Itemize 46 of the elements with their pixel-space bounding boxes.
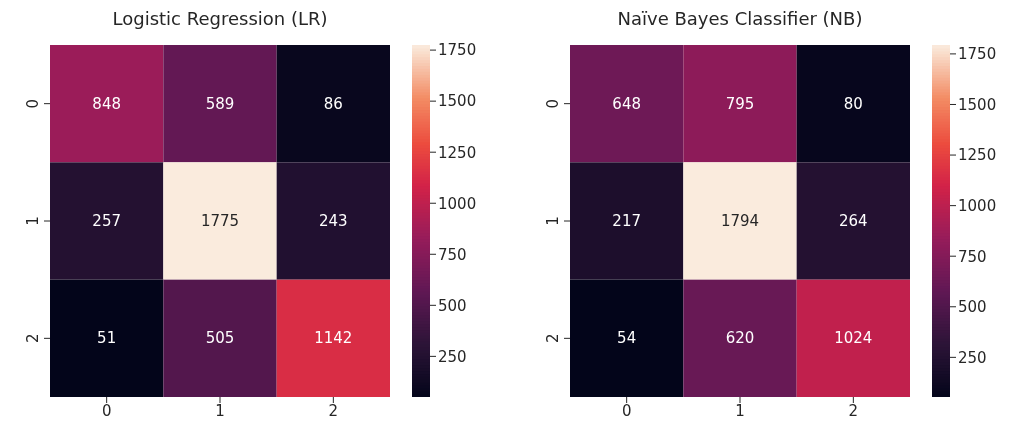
color-bar-label: 250 <box>438 347 467 366</box>
color-bar-label: 500 <box>438 296 467 315</box>
color-bar-label: 1500 <box>438 92 477 111</box>
y-tick-label: 0 <box>544 98 562 109</box>
data-label: 243 <box>319 212 348 230</box>
chart-title: Logistic Regression (LR) <box>111 8 329 29</box>
data-label: 54 <box>617 329 637 348</box>
data-label: 51 <box>97 329 117 348</box>
color-bar-label: 1000 <box>438 194 477 213</box>
data-label: 257 <box>92 212 121 230</box>
x-tick-label: 2 <box>848 401 859 420</box>
data-label: 1775 <box>200 212 240 230</box>
data-label: 620 <box>725 329 755 348</box>
color-bar-label: 1500 <box>958 95 997 114</box>
y-tick-label: 2 <box>544 333 562 344</box>
data-label: 1142 <box>314 329 353 348</box>
data-label: 1794 <box>720 212 760 230</box>
data-label: 795 <box>725 94 755 113</box>
y-tick-label: 2 <box>24 333 42 344</box>
data-label: 217 <box>612 212 641 230</box>
y-tick-label: 1 <box>544 216 562 226</box>
x-tick-label: 1 <box>735 401 745 420</box>
y-tick-label: 1 <box>24 216 42 226</box>
x-tick-label: 0 <box>621 401 632 420</box>
x-tick-label: 2 <box>328 401 339 420</box>
data-label: 264 <box>839 212 868 230</box>
data-label: 589 <box>205 94 235 113</box>
data-label: 86 <box>323 94 343 113</box>
data-label: 1024 <box>834 329 873 348</box>
color-bar-label: 1250 <box>958 146 997 165</box>
data-label: 505 <box>205 329 235 348</box>
x-tick-label: 0 <box>101 401 112 420</box>
data-label: 848 <box>92 94 121 113</box>
color-bar-label: 750 <box>438 245 467 264</box>
y-tick-label: 0 <box>24 98 42 109</box>
color-bar-label: 250 <box>958 348 987 367</box>
color-bar-label: 500 <box>958 298 987 317</box>
color-bar-label: 1750 <box>958 45 997 64</box>
color-bar-label: 750 <box>958 247 987 266</box>
color-bar-label: 1750 <box>438 41 477 60</box>
x-tick-label: 1 <box>215 401 225 420</box>
data-label: 648 <box>612 94 641 113</box>
chart-title: Naïve Bayes Classifier (NB) <box>616 8 864 29</box>
color-bar-label: 1000 <box>958 196 997 215</box>
color-bar-label: 1250 <box>438 143 477 162</box>
data-label: 80 <box>843 94 863 113</box>
